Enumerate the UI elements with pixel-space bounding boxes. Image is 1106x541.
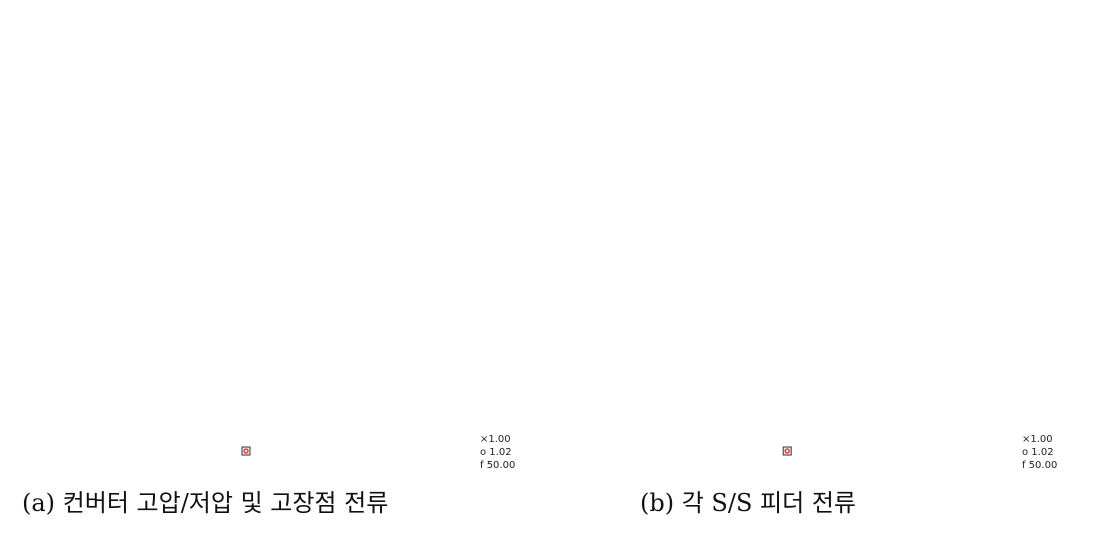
time-readout: ×1.00 (480, 434, 511, 445)
cursor-o-handle[interactable] (241, 446, 251, 456)
time-readout: o 1.02 (480, 447, 512, 458)
time-readout: f 50.00 (1022, 460, 1057, 471)
caption-a: (a) 컨버터 고압/저압 및 고장점 전류 (22, 489, 389, 517)
time-readout: ×1.00 (1022, 434, 1053, 445)
cursor-o-icon (243, 448, 249, 454)
caption-b: (b) 각 S/S 피더 전류 (640, 489, 856, 517)
cursor-o-handle[interactable] (782, 446, 792, 456)
time-readout: f 50.00 (480, 460, 515, 471)
graph-window-a: ××1.00o 1.02f 50.00 (241, 434, 515, 471)
graph-window-b: ××1.00o 1.02f 50.00 (782, 434, 1057, 471)
cursor-o-icon (784, 448, 790, 454)
time-readout: o 1.02 (1022, 447, 1054, 458)
